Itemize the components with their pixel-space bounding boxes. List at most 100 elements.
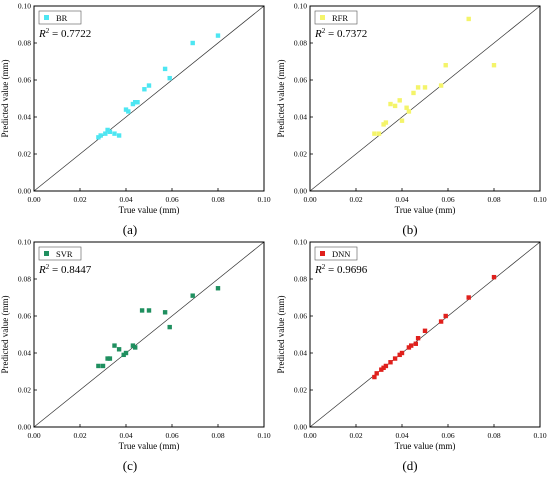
x-tick-label: 0.02 [349, 431, 362, 440]
legend: SVR [38, 246, 82, 261]
y-tick-label: 0.06 [294, 76, 307, 85]
r2-annotation: R2 = 0.9696 [314, 263, 368, 276]
r2-value: = 0.7372 [325, 28, 367, 40]
data-point [381, 122, 386, 127]
data-point [491, 274, 497, 280]
data-point [491, 63, 497, 68]
legend-box [314, 246, 358, 261]
data-point [107, 129, 113, 134]
data-point [123, 107, 129, 112]
data-point [215, 33, 221, 38]
x-tick-label: 0.04 [395, 431, 408, 440]
data-point [215, 286, 221, 291]
legend-marker [44, 251, 49, 256]
y-tick-label: 0.04 [294, 113, 307, 122]
x-tick-label: 0.06 [441, 195, 454, 204]
y-tick-label: 0.08 [294, 39, 307, 48]
data-point [190, 293, 195, 298]
x-axis-title: True value (mm) [395, 205, 456, 215]
data-point [383, 120, 389, 125]
data-point [123, 350, 129, 356]
x-tick-label: 0.06 [441, 431, 454, 440]
legend-marker [320, 251, 325, 256]
legend-box [38, 10, 82, 25]
r2-annotation: R2 = 0.8447 [38, 263, 92, 276]
data-point [167, 75, 172, 81]
data-point [135, 100, 140, 105]
data-point [415, 336, 421, 341]
data-point [121, 352, 126, 358]
r2-superscript: 2 [322, 263, 326, 271]
legend: RFR [314, 10, 358, 25]
data-point [399, 350, 405, 356]
y-tick-label: 0.10 [294, 2, 307, 11]
data-point [146, 83, 152, 88]
x-axis-title: True value (mm) [119, 205, 180, 215]
x-tick-label: 0.02 [73, 431, 86, 440]
y-tick-label: 0.00 [18, 423, 31, 432]
x-tick-label: 0.04 [395, 195, 408, 204]
panel-3: 0.00 0.02 0.04 0.06 0.08 0.10 0.00 0.02 0.04 0.06… [0, 238, 271, 474]
data-point [133, 345, 138, 350]
y-tick-label: 0.06 [294, 312, 307, 321]
reference-line [309, 5, 541, 192]
data-point [438, 319, 444, 324]
legend: DNN [314, 246, 358, 261]
y-tick-label: 0.00 [294, 423, 307, 432]
r2-superscript: 2 [46, 27, 50, 35]
r2-symbol: R [314, 28, 322, 40]
y-tick-label: 0.06 [18, 76, 31, 85]
r2-symbol: R [38, 264, 46, 276]
x-tick-label: 0.00 [27, 195, 40, 204]
legend-label: SVR [56, 249, 73, 259]
data-point [422, 328, 428, 333]
y-tick-label: 0.04 [18, 113, 31, 122]
data-point [98, 133, 103, 138]
data-point [96, 135, 101, 140]
data-point [374, 371, 379, 376]
y-tick-label: 0.10 [294, 238, 307, 247]
data-point [116, 133, 122, 138]
data-point [397, 352, 402, 358]
x-tick-label: 0.04 [119, 195, 132, 204]
y-axis-title: Predicted value (mm) [0, 296, 10, 374]
x-tick-label: 0.10 [257, 195, 270, 204]
legend-marker [320, 15, 325, 20]
data-point [409, 343, 414, 348]
x-tick-label: 0.10 [257, 431, 270, 440]
panel-label: (c) [123, 458, 137, 473]
data-point [372, 131, 377, 136]
data-point [116, 347, 122, 352]
data-point [443, 63, 448, 68]
x-tick-label: 0.10 [533, 431, 546, 440]
data-point [107, 356, 113, 361]
data-point [413, 341, 418, 346]
data-point [142, 87, 147, 92]
y-tick-label: 0.10 [18, 238, 31, 247]
x-tick-label: 0.06 [165, 195, 178, 204]
data-point [404, 105, 409, 110]
r2-annotation: R2 = 0.7372 [314, 27, 367, 40]
data-point [392, 103, 398, 109]
y-tick-label: 0.04 [294, 349, 307, 358]
legend-box [314, 10, 358, 25]
x-tick-label: 0.00 [303, 195, 316, 204]
data-point [383, 363, 389, 369]
plot-frame [309, 241, 541, 428]
y-axis-title: Predicted value (mm) [276, 60, 286, 138]
data-point [388, 360, 393, 365]
r2-value: = 0.8447 [49, 264, 91, 276]
reference-line [33, 5, 265, 192]
y-tick-label: 0.02 [294, 386, 307, 395]
plot-frame [33, 241, 265, 428]
panel-1: 0.00 0.02 0.04 0.06 0.08 0.10 0.00 0.02 0.04 0.06… [0, 2, 271, 238]
y-tick-label: 0.08 [294, 275, 307, 284]
legend-label: BR [56, 13, 68, 23]
x-tick-label: 0.00 [27, 431, 40, 440]
reference-line [309, 241, 541, 428]
data-point [392, 356, 398, 361]
x-axis-title: True value (mm) [395, 441, 456, 451]
data-point [130, 101, 136, 107]
y-tick-label: 0.04 [18, 349, 31, 358]
reference-line [33, 241, 265, 428]
